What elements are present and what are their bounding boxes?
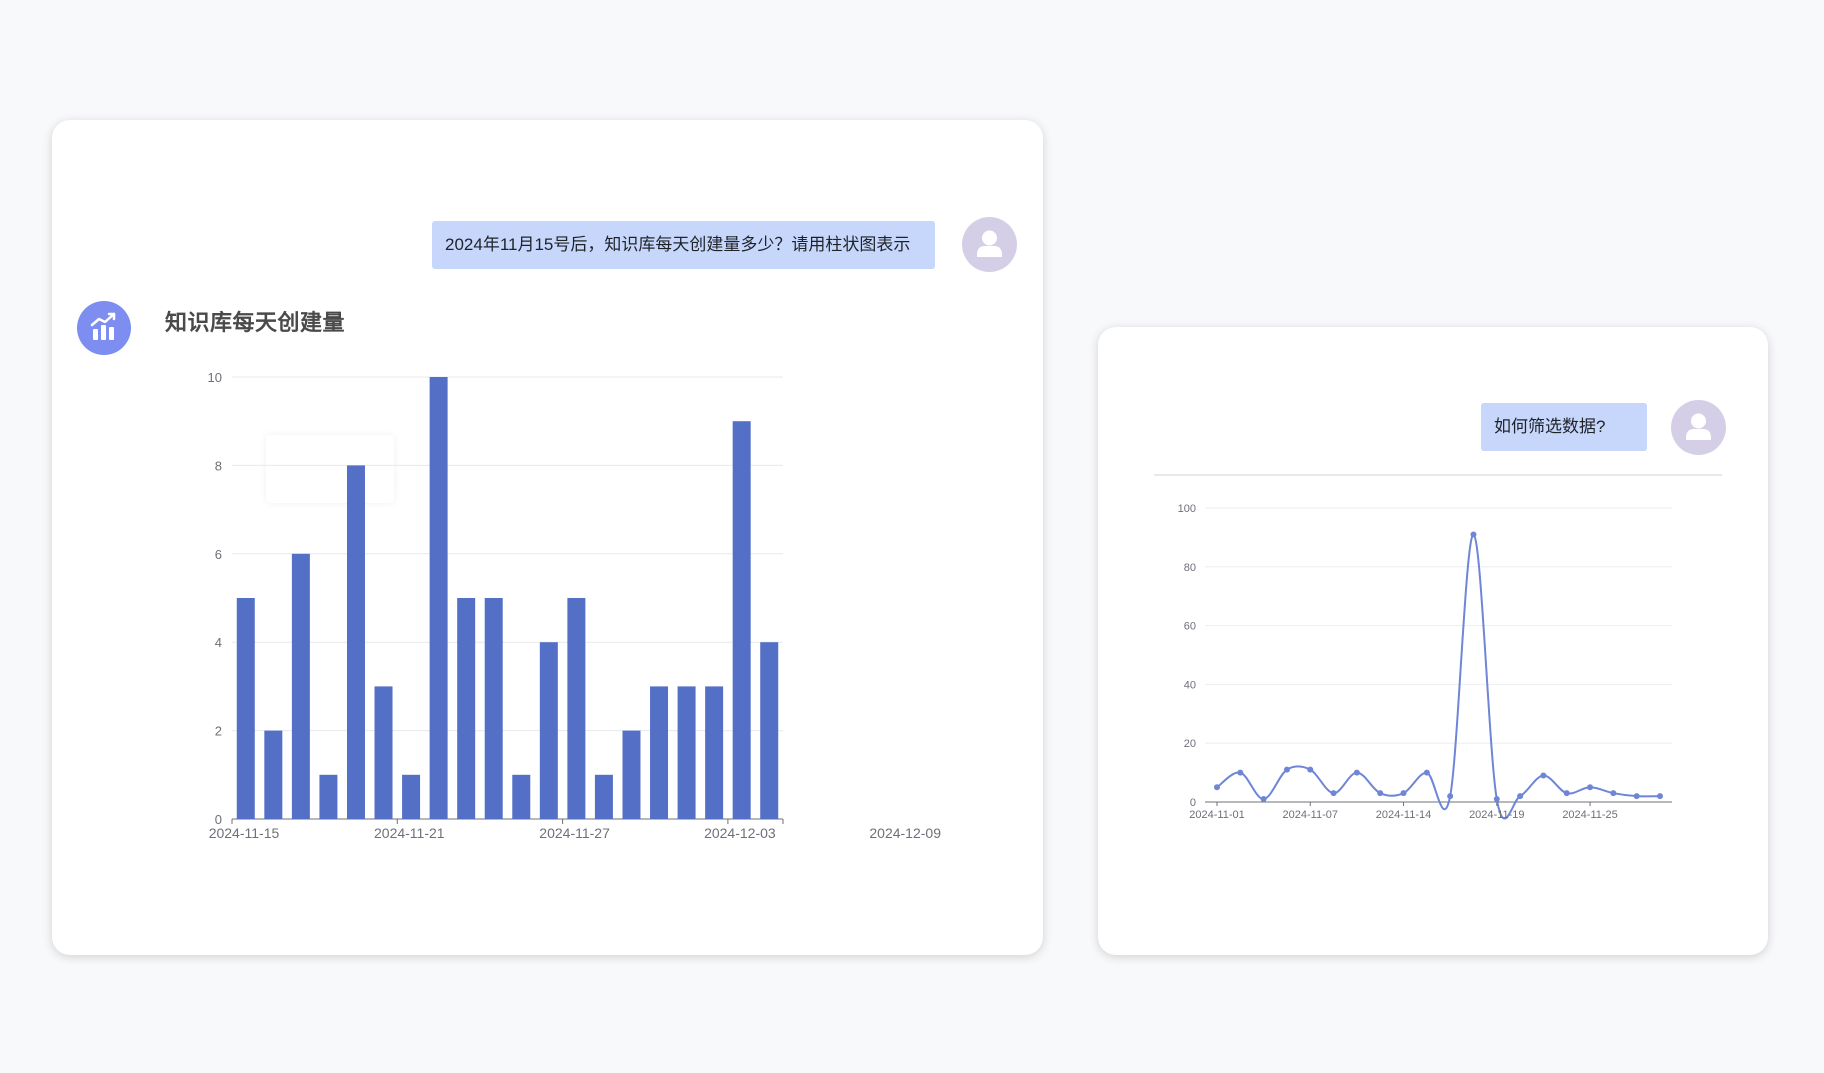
bar	[760, 642, 779, 819]
x-tick-label: 2024-11-27	[539, 825, 610, 841]
bar	[622, 730, 641, 819]
bar	[429, 377, 448, 819]
x-tick-label: 2024-11-07	[1283, 809, 1338, 821]
bar	[594, 774, 613, 819]
bar	[705, 686, 724, 819]
chat-panel-right: 如何筛选数据? 0 20 40 60 80 100 2024-11-01 2024-11-07…	[1098, 327, 1768, 955]
bar-chart: 0 2 4 6 8 10 2024-11-15 2024-11-21 2024-11-27 202…	[208, 370, 942, 841]
x-tick-label: 2024-11-19	[1469, 809, 1524, 821]
series-line	[1216, 533, 1661, 820]
data-point	[1610, 790, 1617, 797]
data-point	[1517, 793, 1524, 800]
y-tick-label: 40	[1184, 679, 1196, 691]
user-message-bubble: 2024年11月15号后，知识库每天创建量多少？请用柱状图表示	[432, 221, 935, 269]
bar	[650, 686, 669, 819]
x-tick-label: 2024-11-15	[209, 825, 280, 841]
data-point	[1307, 766, 1314, 773]
bar	[484, 598, 503, 819]
data-point	[1283, 766, 1290, 773]
data-point	[1330, 790, 1337, 797]
user-avatar[interactable]	[1671, 400, 1726, 455]
x-tick-label: 2024-11-14	[1376, 809, 1431, 821]
bar	[567, 598, 586, 819]
bar	[512, 774, 531, 819]
tooltip-ghost	[266, 435, 394, 503]
y-tick-label: 0	[215, 812, 222, 827]
bar	[236, 598, 255, 819]
user-icon	[1686, 413, 1711, 440]
data-point	[1400, 790, 1407, 797]
x-tick-label: 2024-11-25	[1562, 809, 1617, 821]
y-tick-label: 20	[1184, 738, 1196, 750]
bar	[677, 686, 696, 819]
data-point	[1353, 769, 1360, 776]
y-tick-label: 4	[215, 635, 222, 650]
data-point	[1657, 793, 1663, 800]
line-chart: 0 20 40 60 80 100 2024-11-01 2024-11-07 2024-11-…	[1154, 474, 1722, 821]
bot-avatar	[77, 301, 131, 355]
data-point	[1470, 531, 1477, 538]
data-point	[1214, 784, 1220, 791]
data-point	[1633, 793, 1640, 800]
y-tick-label: 0	[1190, 797, 1196, 809]
data-point	[1447, 793, 1454, 800]
y-tick-label: 2	[215, 724, 222, 739]
y-tick-label: 60	[1184, 621, 1196, 633]
data-point	[1377, 790, 1384, 797]
y-tick-label: 100	[1178, 503, 1196, 515]
bar	[457, 598, 476, 819]
data-point	[1423, 769, 1430, 776]
data-point	[1587, 784, 1594, 791]
user-avatar[interactable]	[962, 217, 1017, 272]
x-tick-label: 2024-11-21	[374, 825, 445, 841]
y-tick-label: 10	[208, 370, 222, 385]
y-tick-label: 6	[215, 547, 222, 562]
bar	[291, 553, 310, 819]
user-icon	[977, 230, 1002, 257]
data-point	[1237, 769, 1244, 776]
x-tick-label: 2024-12-03	[704, 825, 776, 841]
bar	[402, 774, 421, 819]
bar	[374, 686, 393, 819]
data-point	[1260, 796, 1267, 803]
bar	[264, 730, 283, 819]
bar	[346, 465, 365, 819]
chart-title: 知识库每天创建量	[165, 310, 346, 335]
chart-icon	[90, 312, 116, 340]
y-tick-label: 8	[215, 458, 222, 473]
y-tick-label: 80	[1184, 562, 1196, 574]
bar	[319, 774, 338, 819]
data-point	[1493, 796, 1500, 803]
bar	[539, 642, 558, 819]
user-message-bubble: 如何筛选数据?	[1481, 403, 1647, 451]
bar	[732, 421, 751, 819]
chat-panel-left: 2024年11月15号后，知识库每天创建量多少？请用柱状图表示 知识库每天创建量…	[52, 120, 1043, 955]
x-tick-label: 2024-11-01	[1189, 809, 1244, 821]
data-point	[1540, 772, 1547, 779]
data-point	[1563, 790, 1570, 797]
x-tick-label: 2024-12-09	[869, 825, 941, 841]
